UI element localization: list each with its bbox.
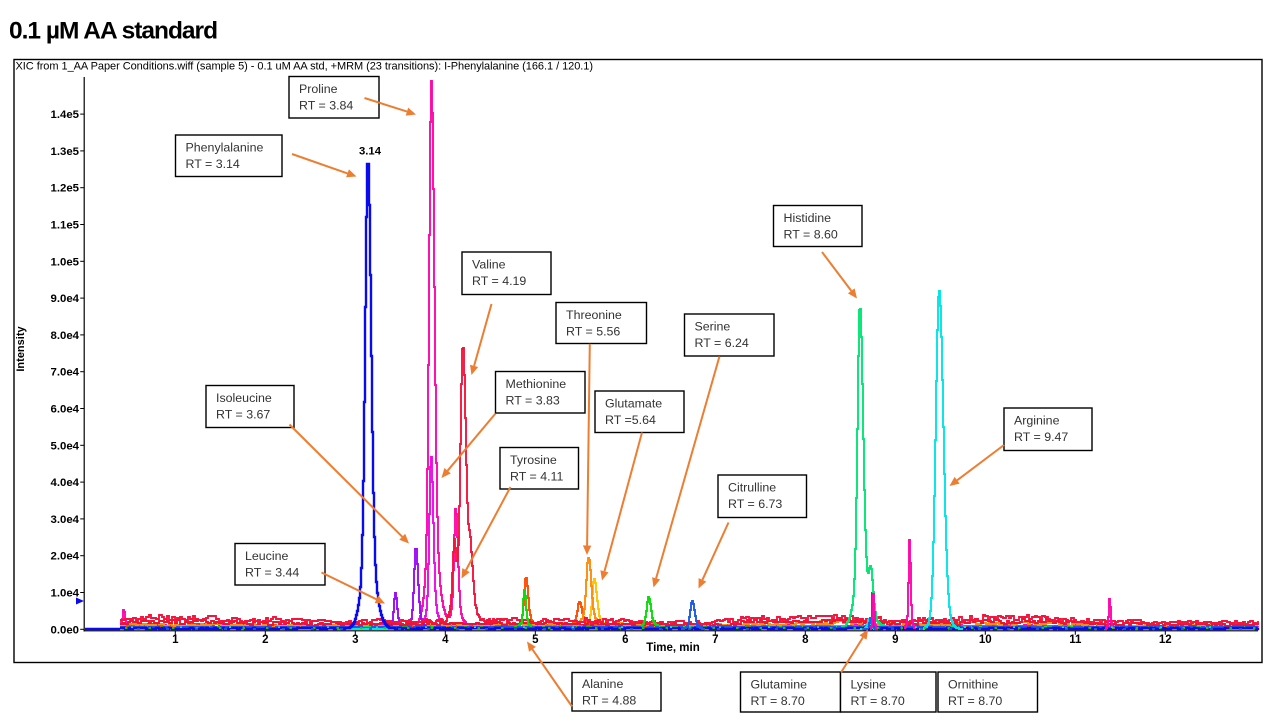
svg-text:2: 2 <box>262 634 268 646</box>
svg-text:Leucine: Leucine <box>245 549 289 563</box>
svg-text:XIC from 1_AA Paper Conditions: XIC from 1_AA Paper Conditions.wiff (sam… <box>16 61 593 73</box>
svg-text:8: 8 <box>802 634 809 646</box>
svg-text:3.0e4: 3.0e4 <box>50 514 79 526</box>
svg-text:RT = 4.19: RT = 4.19 <box>472 274 526 288</box>
svg-text:0.0e0: 0.0e0 <box>50 624 79 636</box>
svg-text:Arginine: Arginine <box>1014 414 1060 428</box>
svg-text:12: 12 <box>1159 634 1172 646</box>
svg-text:4.0e4: 4.0e4 <box>50 477 79 489</box>
svg-text:9.0e4: 9.0e4 <box>50 293 79 305</box>
svg-text:Tyrosine: Tyrosine <box>510 453 557 467</box>
svg-text:2.0e4: 2.0e4 <box>50 551 79 563</box>
svg-text:1: 1 <box>172 634 179 646</box>
svg-text:Intensity: Intensity <box>15 326 27 372</box>
svg-text:1.4e5: 1.4e5 <box>50 109 79 121</box>
svg-text:5.0e4: 5.0e4 <box>50 440 79 452</box>
svg-text:RT = 5.56: RT = 5.56 <box>566 324 620 338</box>
svg-text:RT = 6.73: RT = 6.73 <box>728 497 782 511</box>
svg-text:Proline: Proline <box>299 82 338 96</box>
svg-text:RT =5.64: RT =5.64 <box>605 413 656 427</box>
svg-text:Time, min: Time, min <box>646 642 699 654</box>
svg-text:5: 5 <box>532 634 539 646</box>
svg-text:4: 4 <box>442 634 449 646</box>
svg-text:7: 7 <box>712 634 718 646</box>
svg-text:Isoleucine: Isoleucine <box>216 391 272 405</box>
svg-text:RT = 3.67: RT = 3.67 <box>216 407 270 421</box>
svg-text:7.0e4: 7.0e4 <box>50 367 79 379</box>
svg-text:RT = 6.24: RT = 6.24 <box>695 336 749 350</box>
svg-text:RT = 4.88: RT = 4.88 <box>582 693 636 707</box>
svg-text:RT = 3.44: RT = 3.44 <box>245 565 299 579</box>
svg-text:RT = 8.70: RT = 8.70 <box>751 694 805 708</box>
svg-text:RT = 4.11: RT = 4.11 <box>510 469 563 483</box>
svg-text:1.1e5: 1.1e5 <box>50 220 79 232</box>
svg-text:Phenylalanine: Phenylalanine <box>186 141 264 155</box>
svg-text:RT = 3.83: RT = 3.83 <box>506 393 560 407</box>
svg-text:8.0e4: 8.0e4 <box>50 330 79 342</box>
svg-text:Threonine: Threonine <box>566 308 622 322</box>
svg-text:RT = 8.70: RT = 8.70 <box>851 694 905 708</box>
svg-text:3.14: 3.14 <box>359 146 382 158</box>
svg-text:RT = 3.14: RT = 3.14 <box>186 157 240 171</box>
svg-text:9: 9 <box>892 634 898 646</box>
svg-text:RT = 8.60: RT = 8.60 <box>784 227 838 241</box>
svg-text:1.0e4: 1.0e4 <box>50 588 79 600</box>
svg-text:Glutamate: Glutamate <box>605 397 662 411</box>
svg-text:Valine: Valine <box>472 258 506 272</box>
svg-text:6: 6 <box>622 634 628 646</box>
svg-text:1.0e5: 1.0e5 <box>50 256 79 268</box>
svg-text:Citrulline: Citrulline <box>728 481 776 495</box>
svg-text:0.1 µM AA standard: 0.1 µM AA standard <box>9 18 217 45</box>
svg-text:Lysine: Lysine <box>851 678 886 692</box>
svg-text:6.0e4: 6.0e4 <box>50 404 79 416</box>
svg-text:Histidine: Histidine <box>784 211 832 225</box>
svg-text:1.3e5: 1.3e5 <box>50 146 79 158</box>
svg-text:RT = 3.84: RT = 3.84 <box>299 98 353 112</box>
svg-text:RT = 9.47: RT = 9.47 <box>1014 430 1068 444</box>
svg-text:Alanine: Alanine <box>582 677 623 691</box>
svg-text:1.2e5: 1.2e5 <box>50 183 79 195</box>
svg-text:RT = 8.70: RT = 8.70 <box>948 694 1002 708</box>
svg-text:10: 10 <box>979 634 992 646</box>
svg-text:3: 3 <box>352 634 358 646</box>
svg-text:Methionine: Methionine <box>506 377 567 391</box>
svg-text:Serine: Serine <box>695 320 731 334</box>
svg-text:Glutamine: Glutamine <box>751 678 808 692</box>
svg-text:Ornithine: Ornithine <box>948 678 998 692</box>
svg-text:11: 11 <box>1069 634 1082 646</box>
